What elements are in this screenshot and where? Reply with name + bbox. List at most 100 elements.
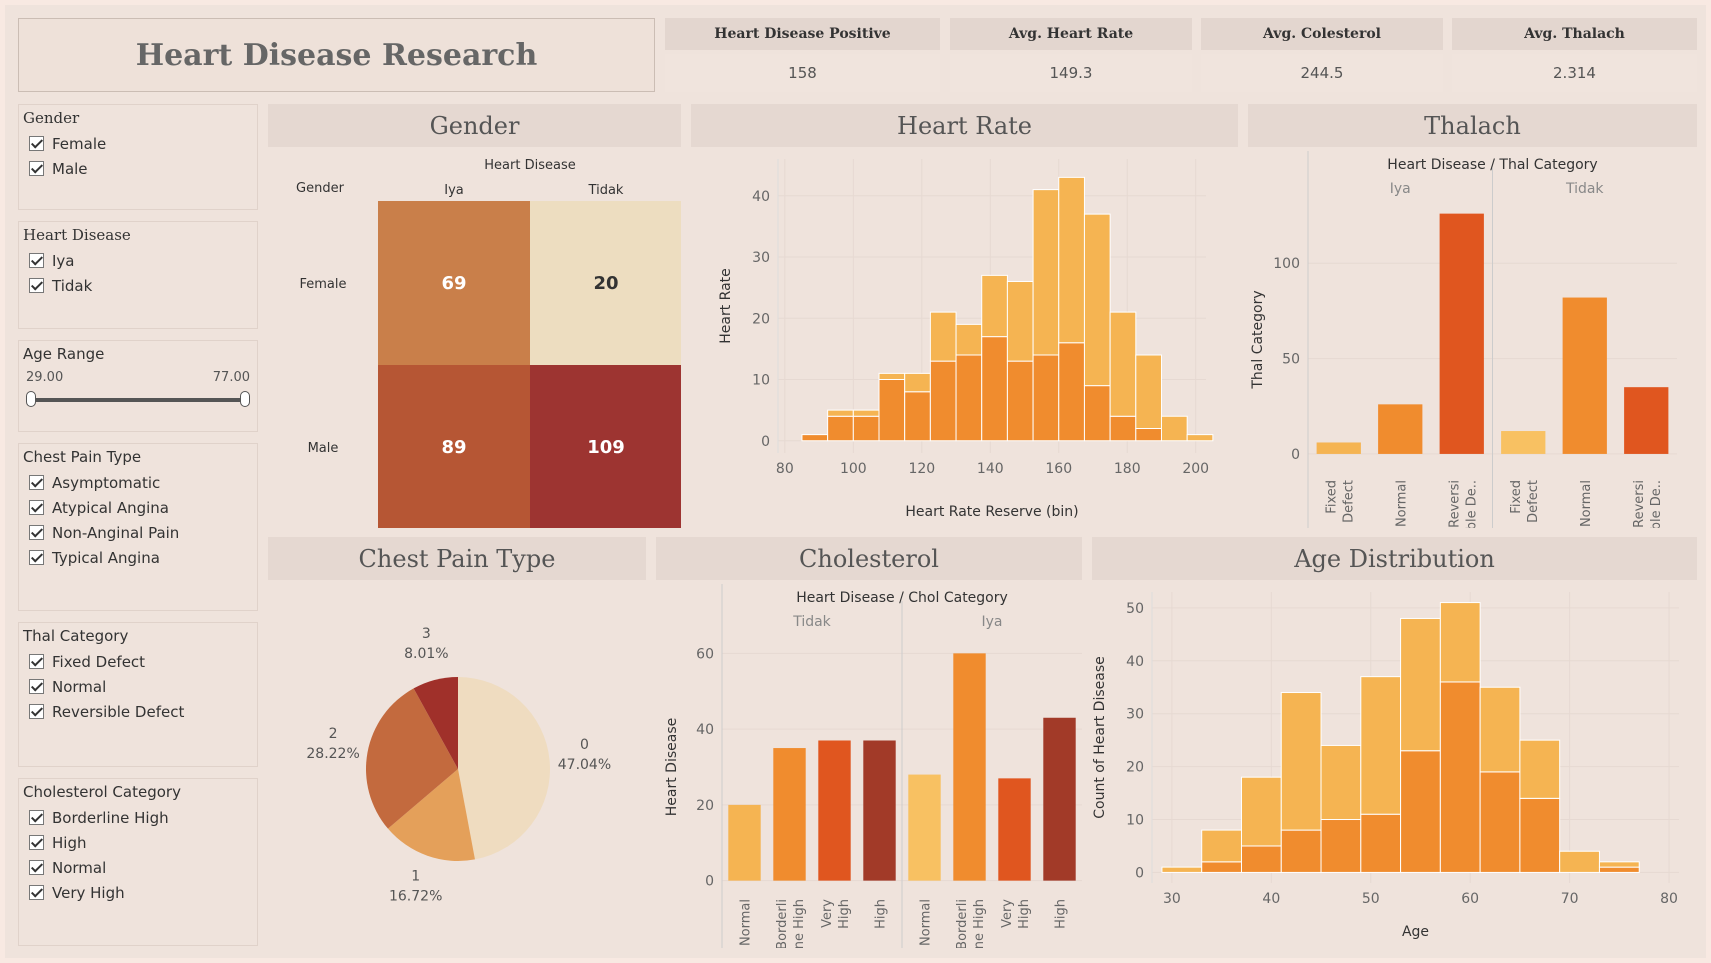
x-tick-label: High [837,899,852,929]
checkbox-label: Reversible Defect [52,702,185,721]
histogram-bar-upper [929,311,957,362]
checkbox-female[interactable]: Female [21,131,255,156]
bar [1316,442,1361,454]
checkbox-checked-icon[interactable] [29,161,44,176]
chart-header-title: Heart Disease / Chol Category [796,590,1008,606]
bar [818,740,851,881]
checkbox-typical-angina[interactable]: Typical Angina [21,545,255,570]
x-tick-label: ble De.. [1649,480,1664,528]
heatmap-cell [530,365,681,528]
histogram-bar-upper [1083,213,1111,387]
checkbox-checked-icon[interactable] [29,810,44,825]
checkbox-normal[interactable]: Normal [21,674,255,699]
x-tick-label: Borderli [955,899,970,948]
checkbox-checked-icon[interactable] [29,654,44,669]
histogram-bar-upper [827,409,854,417]
checkbox-label: Normal [52,858,107,877]
bar [1624,387,1669,454]
pie-percent-label: 8.01% [404,646,448,662]
histogram-bar-upper [1160,415,1188,442]
checkbox-asymptomatic[interactable]: Asymptomatic [21,470,255,495]
x-tick-label: Reversi [1447,480,1462,528]
bar [908,774,941,881]
checkbox-label: Typical Angina [52,548,160,567]
histogram-bar-lower [852,415,880,442]
y-axis-title: Count of Heart Disease [1092,656,1108,818]
filter-cholesterol-category: Cholesterol Category Borderline High Hig… [18,778,258,946]
checkbox-borderline-high[interactable]: Borderline High [21,805,255,830]
checkbox-checked-icon[interactable] [29,679,44,694]
kpi-value: 158 [665,54,940,92]
checkbox-checked-icon[interactable] [29,475,44,490]
histogram-bar-upper [1400,617,1441,752]
checkbox-male[interactable]: Male [21,156,255,181]
checkbox-tidak[interactable]: Tidak [21,273,255,298]
x-tick-label: High [1054,899,1069,929]
histogram-bar-upper [1439,602,1481,683]
checkbox-checked-icon[interactable] [29,550,44,565]
checkbox-checked-icon[interactable] [29,278,44,293]
chest-pain-pie-chart: 0 47.04% 1 16.72% 2 28.22% 3 8.01% [268,584,646,948]
histogram-bar-lower [1135,428,1162,442]
checkbox-checked-icon[interactable] [29,525,44,540]
panel-title-chest-pain: Chest Pain Type [268,537,646,580]
pie-label: 1 [411,869,420,885]
pie-slice [366,688,458,829]
checkbox-very-high[interactable]: Very High [21,880,255,905]
slider-max-handle[interactable] [240,391,250,407]
histogram-bar-upper [955,323,983,356]
checkbox-atypical-angina[interactable]: Atypical Angina [21,495,255,520]
checkbox-checked-icon[interactable] [29,253,44,268]
x-tick-label: 160 [1045,461,1072,477]
histogram-bar-upper [1479,686,1521,773]
checkbox-normal-chol[interactable]: Normal [21,855,255,880]
x-tick-label: 70 [1561,891,1579,907]
histogram-bar-upper [1006,281,1034,362]
checkbox-checked-icon[interactable] [29,885,44,900]
histogram-bar-upper [878,372,906,380]
x-tick-label: Defect [1341,480,1356,523]
x-tick-label: ne High [972,899,987,948]
y-tick-label: 0 [1291,447,1300,463]
checkbox-checked-icon[interactable] [29,136,44,151]
bar [773,748,806,881]
histogram-bar-lower [1439,681,1481,873]
checkbox-reversible-defect[interactable]: Reversible Defect [21,699,255,724]
histogram-bar-lower [929,360,957,442]
age-distribution-histogram: 30 40 50 60 70 80 0 10 20 30 40 50 Age Count of Heart… [1092,584,1697,948]
pie-label: 2 [329,726,338,742]
slider-min-handle[interactable] [26,391,36,407]
histogram-bar-lower [1280,829,1322,873]
x-axis-title: Heart Rate Reserve (bin) [905,504,1078,520]
checkbox-label: Male [52,159,88,178]
histogram-bar-lower [1083,385,1111,442]
age-range-slider[interactable] [21,387,255,411]
checkbox-non-anginal-pain[interactable]: Non-Anginal Pain [21,520,255,545]
checkbox-label: Non-Anginal Pain [52,523,180,542]
y-axis-title: Thal Category [1250,290,1266,389]
y-tick-label: 40 [1126,654,1144,670]
checkbox-fixed-defect[interactable]: Fixed Defect [21,649,255,674]
checkbox-checked-icon[interactable] [29,704,44,719]
group-label: Iya [982,614,1003,630]
histogram-bar-lower [1400,750,1441,873]
histogram-bar-lower [981,336,1008,442]
heatmap-row-label: Male [308,441,339,456]
histogram-bar-upper [1598,861,1640,868]
checkbox-iya[interactable]: Iya [21,248,255,273]
checkbox-checked-icon[interactable] [29,835,44,850]
checkbox-label: Normal [52,677,107,696]
checkbox-checked-icon[interactable] [29,500,44,515]
y-tick-label: 10 [1126,813,1144,829]
checkbox-high[interactable]: High [21,830,255,855]
checkbox-checked-icon[interactable] [29,860,44,875]
heatmap-column-label: Tidak [588,183,624,198]
group-label: Tidak [1565,181,1604,197]
kpi-label: Avg. Thalach [1452,18,1697,50]
panel-title-cholesterol: Cholesterol [656,537,1082,580]
histogram-bar-upper [1360,676,1402,815]
heatmap-row-header: Gender [296,181,345,196]
histogram-bar-lower [1201,861,1242,873]
group-label: Tidak [792,614,831,630]
histogram-bar-upper [1280,692,1322,831]
